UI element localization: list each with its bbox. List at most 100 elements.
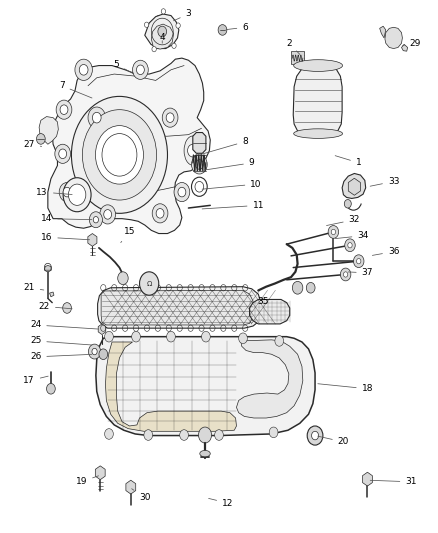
Text: 10: 10 — [202, 180, 262, 189]
Text: 17: 17 — [23, 376, 48, 385]
Text: 18: 18 — [318, 384, 373, 393]
Circle shape — [63, 303, 71, 313]
Circle shape — [180, 430, 188, 440]
Circle shape — [132, 332, 141, 342]
Circle shape — [156, 208, 164, 218]
Polygon shape — [126, 480, 136, 494]
Circle shape — [133, 60, 148, 79]
Polygon shape — [385, 27, 403, 49]
Circle shape — [292, 281, 303, 294]
Circle shape — [59, 182, 75, 201]
Circle shape — [195, 181, 204, 192]
Circle shape — [99, 349, 108, 360]
Text: 14: 14 — [41, 214, 92, 223]
Polygon shape — [193, 133, 206, 154]
Circle shape — [344, 199, 351, 208]
Circle shape — [311, 431, 318, 440]
Circle shape — [55, 144, 71, 164]
Circle shape — [357, 259, 361, 264]
Circle shape — [82, 110, 156, 200]
Polygon shape — [88, 233, 97, 246]
Circle shape — [343, 272, 348, 277]
Circle shape — [172, 43, 176, 49]
Circle shape — [201, 332, 210, 342]
Circle shape — [275, 336, 284, 346]
Circle shape — [105, 332, 113, 342]
Text: 3: 3 — [173, 10, 191, 21]
Circle shape — [198, 427, 212, 443]
Circle shape — [92, 349, 97, 355]
Text: 21: 21 — [23, 283, 44, 292]
Circle shape — [176, 23, 180, 28]
Text: 22: 22 — [39, 302, 72, 311]
Text: 27: 27 — [23, 140, 42, 149]
Circle shape — [353, 255, 364, 268]
Circle shape — [118, 272, 128, 285]
Circle shape — [218, 25, 227, 35]
Circle shape — [104, 209, 112, 219]
Circle shape — [345, 239, 355, 252]
Text: 4: 4 — [159, 34, 165, 43]
Text: 16: 16 — [41, 233, 90, 242]
Text: 12: 12 — [208, 498, 233, 507]
Circle shape — [95, 126, 144, 184]
Polygon shape — [293, 63, 342, 136]
Circle shape — [92, 112, 101, 123]
Polygon shape — [39, 117, 58, 144]
Text: 32: 32 — [326, 215, 360, 225]
Text: Ω: Ω — [146, 280, 152, 287]
Text: 1: 1 — [335, 156, 362, 167]
Circle shape — [215, 430, 223, 440]
Text: 5: 5 — [113, 60, 134, 74]
Circle shape — [195, 160, 203, 169]
Ellipse shape — [293, 60, 343, 71]
Circle shape — [340, 268, 351, 281]
Text: 30: 30 — [132, 489, 151, 502]
Polygon shape — [380, 26, 386, 38]
Text: 31: 31 — [370, 478, 417, 486]
Circle shape — [93, 216, 99, 223]
Text: 15: 15 — [121, 228, 135, 243]
Text: 11: 11 — [202, 201, 264, 210]
Circle shape — [88, 344, 101, 359]
Circle shape — [59, 149, 67, 159]
Circle shape — [56, 100, 72, 119]
Circle shape — [174, 182, 190, 201]
Polygon shape — [96, 337, 315, 435]
Text: 6: 6 — [226, 23, 248, 32]
Text: 13: 13 — [36, 188, 72, 197]
Polygon shape — [250, 300, 290, 324]
Circle shape — [140, 272, 159, 295]
Polygon shape — [98, 324, 106, 335]
Text: 37: 37 — [348, 269, 373, 277]
Polygon shape — [145, 14, 179, 49]
Polygon shape — [49, 292, 54, 297]
Polygon shape — [106, 342, 237, 431]
Circle shape — [68, 184, 86, 205]
Circle shape — [191, 155, 207, 174]
Circle shape — [239, 333, 247, 344]
Circle shape — [79, 64, 88, 75]
Circle shape — [269, 427, 278, 438]
Polygon shape — [363, 472, 372, 486]
Ellipse shape — [184, 136, 201, 165]
Circle shape — [166, 332, 175, 342]
Circle shape — [144, 430, 152, 440]
Circle shape — [71, 96, 167, 213]
Circle shape — [161, 9, 166, 14]
Circle shape — [158, 26, 166, 37]
Polygon shape — [48, 58, 210, 233]
Circle shape — [152, 46, 156, 52]
Ellipse shape — [293, 129, 343, 139]
Text: 34: 34 — [335, 231, 369, 240]
Circle shape — [328, 225, 339, 238]
Text: 19: 19 — [76, 476, 99, 486]
Text: 24: 24 — [30, 320, 99, 329]
Text: 8: 8 — [202, 137, 248, 154]
Circle shape — [162, 108, 178, 127]
Text: 29: 29 — [403, 39, 421, 48]
Text: 36: 36 — [372, 247, 399, 256]
Circle shape — [178, 187, 186, 197]
Circle shape — [187, 144, 198, 157]
Polygon shape — [101, 290, 253, 325]
